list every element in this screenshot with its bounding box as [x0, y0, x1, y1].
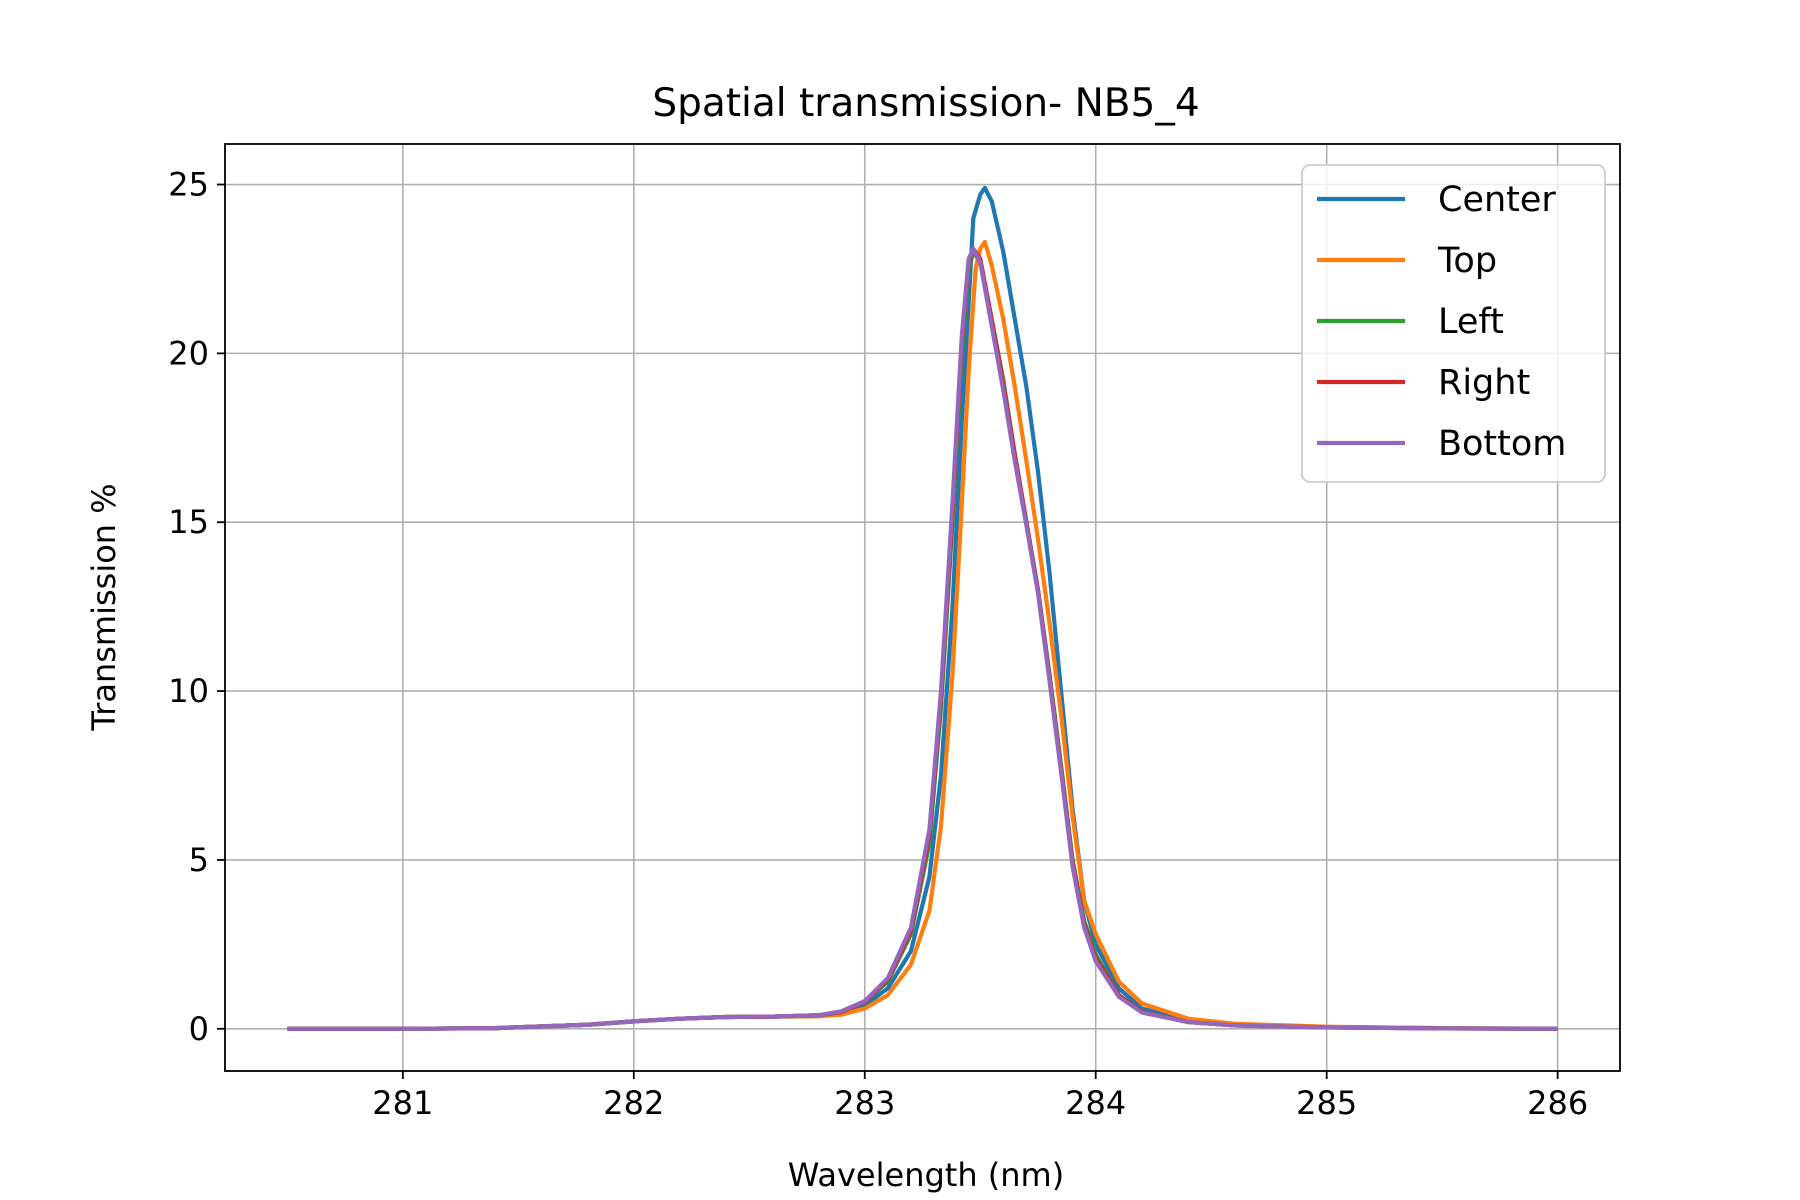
legend-label-top: Top	[1437, 241, 1497, 281]
legend-box	[1301, 164, 1606, 483]
chart-title: Spatial transmission- NB5_4	[652, 81, 1199, 126]
y-tick-label: 15	[168, 503, 209, 541]
y-tick-label: 10	[168, 672, 209, 710]
legend-label-left: Left	[1438, 302, 1504, 342]
y-axis-ticks: 0 5 10 15 20 25	[168, 166, 225, 1048]
legend-label-center: Center	[1438, 180, 1556, 220]
x-tick-label: 286	[1527, 1084, 1588, 1122]
x-tick-label: 285	[1296, 1084, 1357, 1122]
x-tick-label: 283	[834, 1084, 895, 1122]
legend-label-right: Right	[1438, 363, 1530, 403]
x-axis-ticks: 281 282 283 284 285 286	[372, 1071, 1588, 1122]
x-tick-label: 282	[603, 1084, 664, 1122]
y-axis-label: Transmission %	[85, 483, 123, 731]
series-line-bottom	[287, 246, 1558, 1031]
y-tick-label: 25	[168, 166, 209, 204]
x-tick-label: 284	[1065, 1084, 1126, 1122]
y-tick-label: 20	[168, 334, 209, 372]
series-layer	[287, 185, 1558, 1031]
y-tick-label: 0	[189, 1010, 209, 1048]
legend-label-bottom: Bottom	[1438, 424, 1566, 464]
plot-frame	[224, 143, 1621, 1072]
legend: Center Top Left Right Bottom	[1301, 164, 1606, 483]
x-axis-label: Wavelength (nm)	[788, 1156, 1064, 1194]
y-tick-label: 5	[189, 841, 209, 879]
x-tick-label: 281	[372, 1084, 433, 1122]
